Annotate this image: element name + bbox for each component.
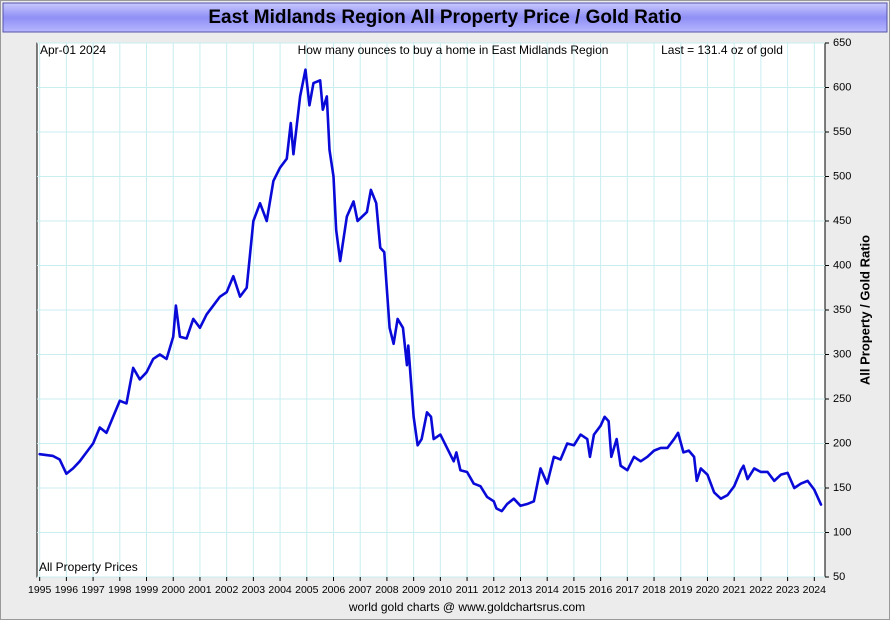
y-tick-label: 550 xyxy=(833,126,851,138)
x-tick-label: 2005 xyxy=(295,584,319,596)
x-tick-label: 2011 xyxy=(456,584,479,596)
x-tick-label: 2010 xyxy=(429,584,453,596)
x-tick-label: 1998 xyxy=(108,584,132,596)
x-tick-label: 2012 xyxy=(482,584,506,596)
y-tick-label: 200 xyxy=(833,437,851,449)
x-tick-label: 2006 xyxy=(322,584,346,596)
data-line xyxy=(38,68,823,513)
y-axis-label: All Property / Gold Ratio xyxy=(857,235,872,385)
x-tick-label: 2001 xyxy=(188,584,212,596)
x-tick-label: 2009 xyxy=(402,584,426,596)
x-tick-label: 2017 xyxy=(616,584,640,596)
x-tick-label: 1995 xyxy=(28,584,52,596)
y-tick-label: 100 xyxy=(833,526,851,538)
x-tick-label: 1996 xyxy=(55,584,79,596)
x-tick-label: 2014 xyxy=(536,584,560,596)
x-tick-label: 2003 xyxy=(242,584,266,596)
lines xyxy=(38,68,823,513)
x-tick-label: 2020 xyxy=(696,584,720,596)
x-tick-label: 2023 xyxy=(776,584,800,596)
x-tick-label: 2013 xyxy=(509,584,533,596)
date-label: Apr-01 2024 xyxy=(40,43,106,57)
x-tick-label: 2021 xyxy=(723,584,747,596)
y-tick-label: 400 xyxy=(833,259,851,271)
x-tick-label: 2018 xyxy=(642,584,666,596)
chart-title: East Midlands Region All Property Price … xyxy=(208,7,681,28)
x-tick-label: 2024 xyxy=(803,584,827,596)
x-tick-label: 1997 xyxy=(81,584,105,596)
x-tick-label: 2022 xyxy=(749,584,773,596)
x-tick-label: 2008 xyxy=(375,584,399,596)
y-tick-label: 350 xyxy=(833,304,851,316)
x-tick-label: 2000 xyxy=(162,584,186,596)
y-tick-label: 300 xyxy=(833,348,851,360)
y-tick-label: 650 xyxy=(833,37,851,49)
y-tick-label: 150 xyxy=(833,482,851,494)
subtitle: How many ounces to buy a home in East Mi… xyxy=(298,43,609,57)
x-tick-label: 2015 xyxy=(562,584,586,596)
x-tick-label: 1999 xyxy=(135,584,159,596)
y-tick-label: 500 xyxy=(833,170,851,182)
legend-label: All Property Prices xyxy=(39,560,138,574)
y-tick-label: 600 xyxy=(833,81,851,93)
x-tick-label: 2004 xyxy=(268,584,292,596)
grid xyxy=(37,42,825,578)
y-tick-label: 450 xyxy=(833,215,851,227)
y-tick-label: 50 xyxy=(833,571,845,583)
footer: world gold charts @ www.goldchartsrus.co… xyxy=(348,600,585,614)
y-tick-label: 250 xyxy=(833,393,851,405)
x-tick-label: 2016 xyxy=(589,584,613,596)
x-tick-label: 2007 xyxy=(349,584,373,596)
x-tick-label: 2019 xyxy=(669,584,693,596)
x-tick-label: 2002 xyxy=(215,584,239,596)
title-bar xyxy=(2,2,888,33)
last-label: Last = 131.4 oz of gold xyxy=(661,43,783,57)
